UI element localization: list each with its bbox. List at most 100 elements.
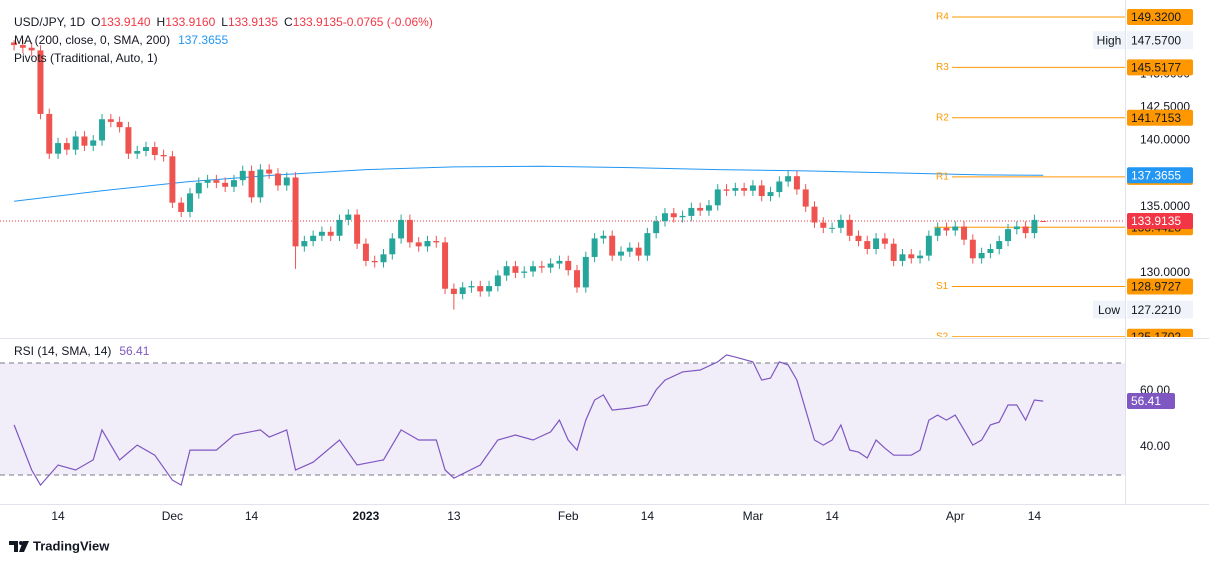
ma-label: 137.3655: [1131, 168, 1181, 182]
candle-body: [160, 154, 167, 157]
candle-body: [626, 247, 633, 252]
candle-body: [433, 241, 440, 243]
candle-body: [380, 254, 387, 263]
rsi-name: RSI (14, SMA, 14): [14, 344, 111, 358]
pivot-name: R1: [936, 172, 949, 183]
candle-body: [151, 147, 158, 155]
x-tick-label: Apr: [946, 509, 965, 523]
candle-body: [459, 287, 466, 295]
legend-pivots: Pivots (Traditional, Auto, 1): [14, 51, 158, 65]
extreme-label: 147.5700: [1131, 33, 1181, 47]
extreme-label: 127.2210: [1131, 303, 1181, 317]
candle-body: [46, 113, 53, 154]
candle-body: [538, 266, 545, 268]
candle-body: [494, 275, 501, 287]
candle-body: [670, 213, 677, 218]
extreme-name-box: [1093, 31, 1125, 50]
candle-body: [881, 238, 888, 244]
legend-field-value: 133.9140: [100, 15, 150, 29]
ma-name: MA (200, close, 0, SMA, 200): [14, 33, 170, 47]
candle-body: [820, 222, 827, 228]
candle-body: [653, 221, 660, 234]
rsi-label: 56.41: [1131, 394, 1161, 408]
candle-body: [28, 47, 35, 51]
y-tick-label: 130.0000: [1140, 265, 1190, 279]
candle-body: [934, 227, 941, 236]
candle-body: [283, 177, 290, 186]
candle-body: [125, 127, 132, 154]
candle-body: [961, 226, 968, 240]
candle-body: [19, 45, 26, 48]
candle-body: [793, 176, 800, 190]
candle-body: [204, 180, 211, 183]
candle-body: [661, 213, 668, 222]
candle-body: [890, 243, 897, 261]
candle-body: [442, 242, 449, 289]
candle-body: [547, 263, 554, 268]
candle-body: [635, 247, 642, 256]
candle-body: [63, 143, 70, 150]
x-tick-label: 14: [51, 509, 65, 523]
candle-body: [318, 231, 325, 236]
x-tick-label: 14: [641, 509, 655, 523]
legend-field-name: H: [157, 15, 166, 29]
candle-body: [705, 205, 712, 211]
candle-body: [758, 185, 765, 197]
candle-body: [697, 207, 704, 211]
candle-body: [565, 260, 572, 271]
last-price-label: 133.9135: [1131, 214, 1181, 228]
candle-body: [503, 266, 510, 276]
rsi-value: 56.41: [119, 344, 149, 358]
logo-icon: [9, 541, 29, 552]
candle-body: [811, 206, 818, 223]
candle-body: [1005, 229, 1012, 242]
candle-body: [169, 156, 176, 203]
candle-body: [512, 266, 519, 273]
candle-body: [723, 189, 730, 191]
extreme-name-box: [1093, 300, 1125, 319]
candle-body: [1031, 219, 1038, 234]
candle-body: [72, 136, 79, 150]
candle-body: [107, 119, 114, 122]
price-pane: R4 R3 R2 R1 S1 S2: [0, 12, 1125, 337]
candle-body: [1013, 226, 1020, 230]
candle-body: [556, 260, 563, 264]
candle-body: [829, 227, 836, 229]
candle-body: [362, 243, 369, 261]
candle-body: [600, 235, 607, 239]
candle-body: [618, 251, 624, 256]
candle-body: [37, 50, 44, 114]
rsi-pane: [0, 354, 1125, 487]
x-tick-label: Dec: [162, 509, 183, 523]
pivot-name: R2: [936, 112, 949, 123]
candle-body: [899, 254, 906, 261]
candle-body: [802, 189, 809, 207]
candle-body: [248, 170, 255, 198]
pivot-name: R4: [936, 12, 949, 23]
candle-body: [178, 202, 185, 212]
candle-body: [257, 169, 264, 198]
rsi-label-box: [1127, 393, 1175, 410]
pivot-name: R3: [936, 62, 949, 73]
candle-body: [732, 188, 739, 191]
pivot-label-box: [1127, 328, 1193, 337]
candle-body: [222, 182, 229, 187]
candle-body: [1022, 226, 1029, 234]
ma-line: [14, 165, 1044, 202]
candle-body: [837, 219, 844, 228]
candle-body: [969, 239, 976, 259]
candle-body: [143, 147, 150, 152]
candle-body: [609, 235, 616, 256]
candle-body: [486, 286, 493, 292]
candle-body: [925, 235, 932, 256]
candle-body: [477, 286, 484, 292]
candle-body: [582, 256, 589, 288]
candle-body: [450, 288, 457, 295]
legend-field-value: -0.0765 (-0.06%): [343, 15, 433, 29]
candle-body: [864, 241, 871, 250]
pivot-label: 128.9727: [1131, 280, 1181, 294]
candle-body: [679, 215, 686, 218]
candle-body: [187, 193, 193, 212]
